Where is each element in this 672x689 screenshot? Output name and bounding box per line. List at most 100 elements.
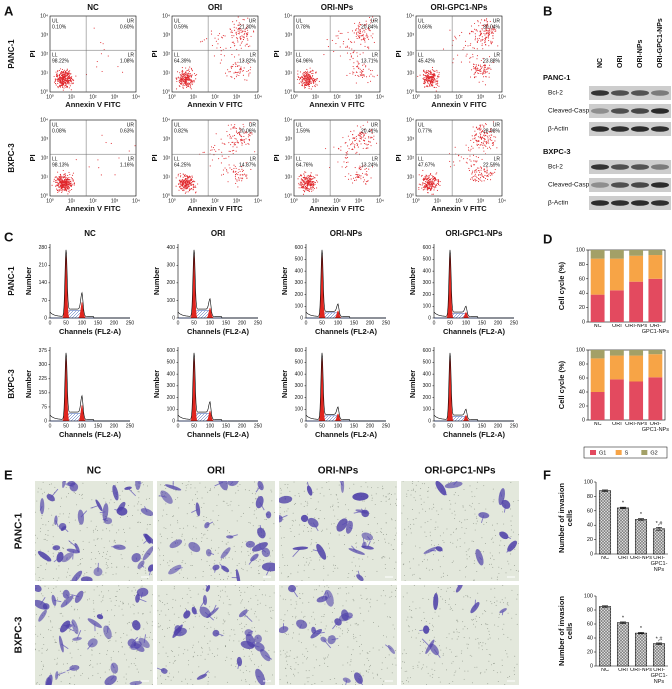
dot <box>314 79 315 80</box>
pore <box>187 594 188 595</box>
x-axis-label: Annexin V FITC <box>431 204 487 213</box>
pore <box>232 651 233 652</box>
dot <box>183 173 184 174</box>
pore <box>60 591 61 592</box>
dot <box>71 177 72 178</box>
pore <box>244 626 245 627</box>
pore <box>95 545 96 546</box>
dot <box>219 33 220 34</box>
pore <box>218 494 219 495</box>
dot <box>359 168 360 169</box>
dot <box>488 68 489 69</box>
pore <box>241 516 242 517</box>
dot <box>312 73 313 74</box>
dot <box>368 180 369 181</box>
y-tick-label: 10⁰ <box>40 193 48 199</box>
pore <box>184 539 185 540</box>
x-tick-label: 100 <box>334 320 343 326</box>
dot <box>185 83 186 84</box>
pore <box>185 621 186 622</box>
pore <box>218 528 219 529</box>
pore <box>188 481 189 482</box>
dot <box>431 178 432 179</box>
y-tick-label: 0 <box>44 315 47 321</box>
pore <box>311 531 312 532</box>
pore <box>106 654 107 655</box>
pore <box>235 493 236 494</box>
y-tick-label: 280 <box>39 245 48 251</box>
pore <box>229 557 230 558</box>
dot <box>60 186 61 187</box>
x-tick-label: 250 <box>126 320 135 326</box>
pore <box>126 635 127 636</box>
pore <box>234 546 235 547</box>
dot <box>359 30 360 31</box>
pore <box>42 648 43 649</box>
pore <box>37 538 38 539</box>
y-tick-label: 225 <box>39 376 48 382</box>
dot <box>471 146 472 147</box>
x-tick-label: 0 <box>177 320 180 326</box>
y-tick-label: 10⁰ <box>406 193 414 199</box>
quadrant-percent: 98.22% <box>52 59 70 65</box>
dot <box>62 181 63 182</box>
x-axis-label: Channels (FL2-A) <box>59 430 122 439</box>
pore <box>151 574 152 575</box>
pore <box>116 596 117 597</box>
pore <box>255 681 256 682</box>
dot <box>192 82 193 83</box>
y-tick-label: 300 <box>39 362 48 368</box>
dot <box>433 183 434 184</box>
dot <box>487 175 488 176</box>
dot <box>423 179 424 180</box>
pore <box>202 537 203 538</box>
dot <box>190 176 191 177</box>
dot <box>233 165 234 166</box>
blot-band <box>611 200 629 206</box>
y-tick-label: 400 <box>423 371 432 377</box>
pore <box>239 563 240 564</box>
dot <box>426 178 427 179</box>
dot <box>68 74 69 75</box>
dot <box>183 177 184 178</box>
dot <box>191 179 192 180</box>
pore <box>169 627 170 628</box>
y-axis-label: Number <box>152 267 161 295</box>
dot <box>354 144 355 145</box>
dot <box>303 194 304 195</box>
pore <box>68 493 69 494</box>
dot <box>491 43 492 44</box>
pore <box>291 531 292 532</box>
dot <box>347 151 348 152</box>
dot <box>486 142 487 143</box>
dot <box>429 187 430 188</box>
dot <box>178 190 179 191</box>
pore <box>80 675 81 676</box>
pore <box>143 629 144 630</box>
pore <box>265 631 266 632</box>
dot <box>65 189 66 190</box>
y-tick-label: 10⁰ <box>162 193 170 199</box>
dot <box>359 63 360 64</box>
dot <box>65 83 66 84</box>
pore <box>287 487 288 488</box>
pore <box>174 586 175 587</box>
dot <box>67 185 68 186</box>
pore <box>102 585 103 586</box>
dot <box>483 73 484 74</box>
dot <box>479 35 480 36</box>
dot <box>303 181 304 182</box>
dot <box>248 135 249 136</box>
dot <box>195 75 196 76</box>
dot <box>356 71 357 72</box>
dot <box>304 77 305 78</box>
pore <box>68 568 69 569</box>
blot-band <box>651 200 669 206</box>
dot <box>483 135 484 136</box>
pore <box>228 612 229 613</box>
dot <box>114 174 115 175</box>
column-title: ORI <box>207 466 225 477</box>
dot <box>350 175 351 176</box>
dot <box>360 175 361 176</box>
